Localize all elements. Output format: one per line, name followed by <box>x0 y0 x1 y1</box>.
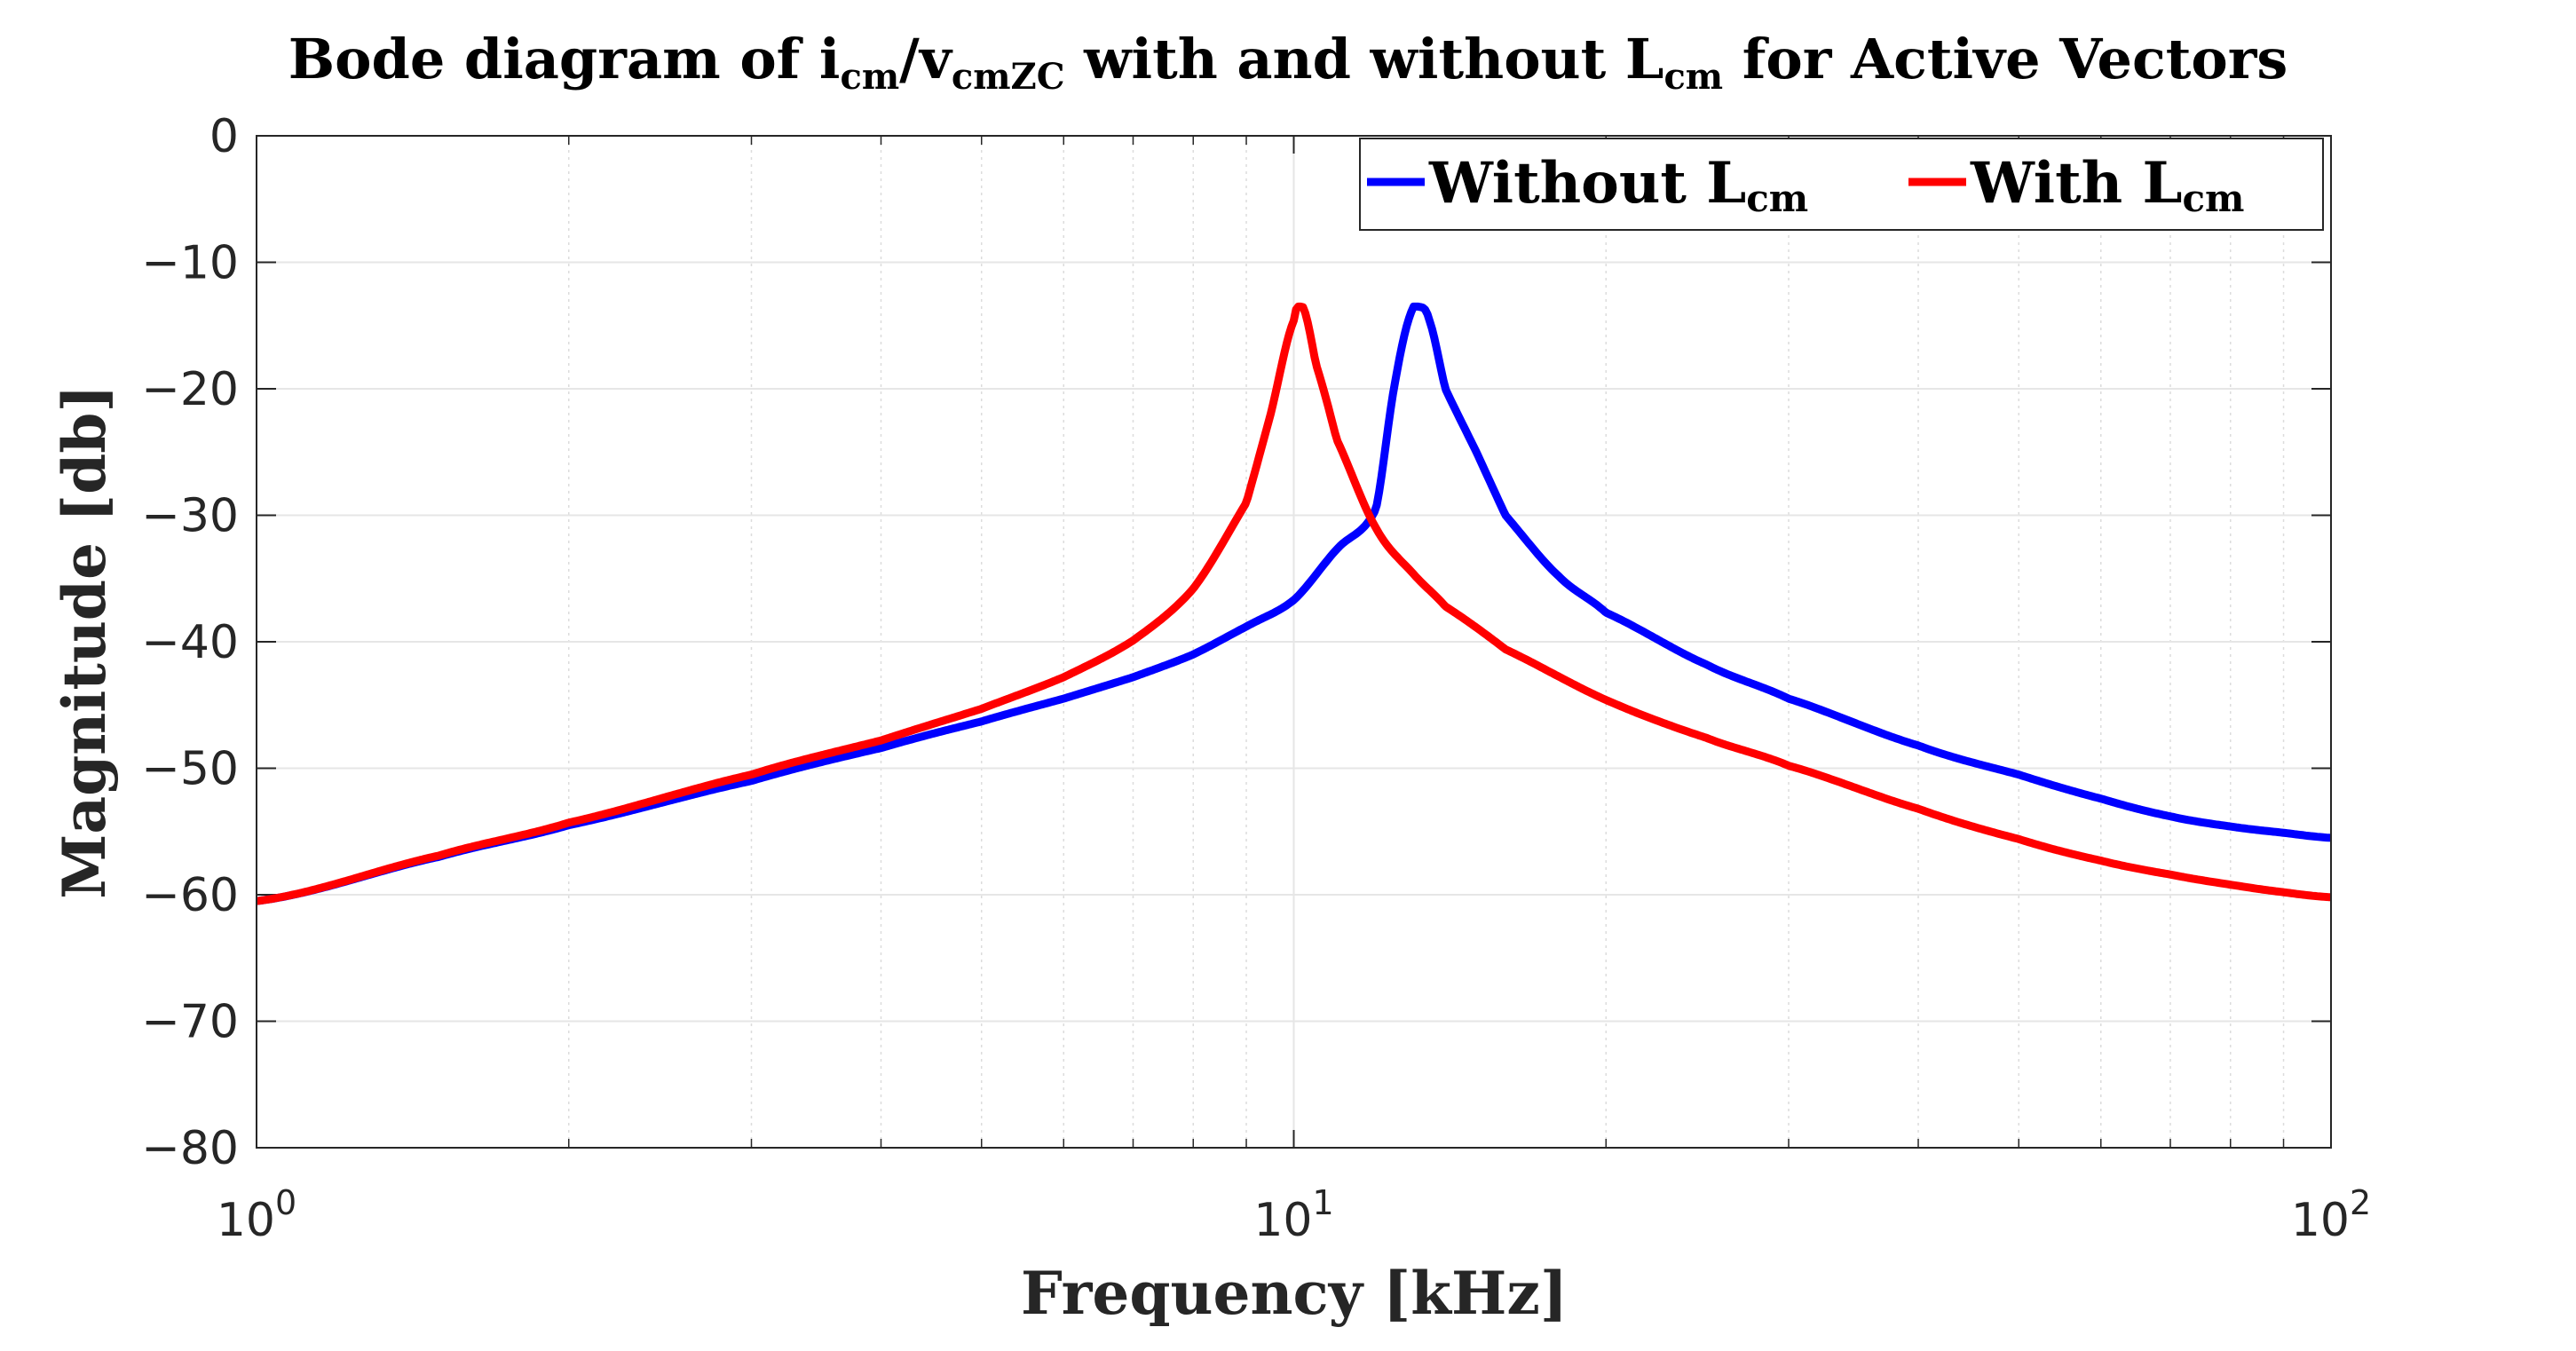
x-tick-label: 102 <box>2291 1183 2371 1247</box>
y-tick-label: −60 <box>141 869 239 922</box>
legend-box <box>1359 138 2324 231</box>
y-tick-label: −70 <box>141 996 239 1049</box>
y-tick-label: −40 <box>141 616 239 669</box>
x-axis-label: Frequency [kHz] <box>1021 1259 1568 1328</box>
y-axis-label: Magnitude [db] <box>50 384 119 898</box>
y-tick-label: −10 <box>141 237 239 290</box>
y-tick-label: −30 <box>141 490 239 543</box>
x-tick-labels: 100 101 102 <box>217 1183 2371 1247</box>
legend-entry-without: Without Lcm <box>1428 150 1808 220</box>
x-tick-label: 100 <box>217 1183 296 1247</box>
y-tick-label: −20 <box>141 363 239 416</box>
series-line-with-lcm <box>255 302 2333 905</box>
y-tick-label: 0 <box>209 110 239 163</box>
y-tick-label: −50 <box>141 743 239 796</box>
axes-box <box>256 135 2332 1149</box>
legend-entry-with: With Lcm <box>1970 150 2244 220</box>
series-lines <box>255 302 2333 905</box>
chart-title: Bode diagram of icm/vcmZC with and witho… <box>288 27 2288 98</box>
y-tick-labels: 0 −10 −20 −30 −40 −50 −60 −70 −80 <box>141 110 239 1175</box>
x-tick-label: 101 <box>1253 1183 1333 1247</box>
legend: Without Lcm With Lcm <box>1359 138 2324 231</box>
y-tick-label: −80 <box>141 1122 239 1175</box>
